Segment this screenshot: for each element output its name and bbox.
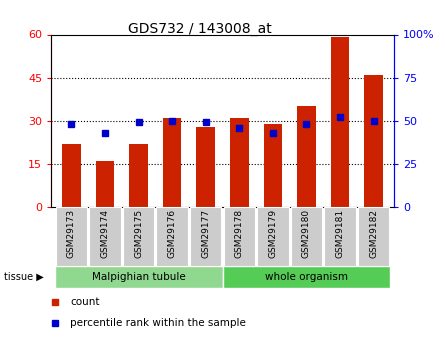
Text: GSM29180: GSM29180 <box>302 209 311 258</box>
Text: Malpighian tubule: Malpighian tubule <box>92 272 186 282</box>
Bar <box>364 75 383 207</box>
Text: GSM29178: GSM29178 <box>235 209 244 258</box>
Text: GSM29176: GSM29176 <box>168 209 177 258</box>
Bar <box>123 207 154 266</box>
Text: count: count <box>70 297 100 307</box>
Bar <box>163 118 182 207</box>
Bar <box>257 207 288 266</box>
Text: percentile rank within the sample: percentile rank within the sample <box>70 318 246 327</box>
Text: GSM29174: GSM29174 <box>101 209 109 258</box>
Text: GSM29173: GSM29173 <box>67 209 76 258</box>
Bar <box>331 37 349 207</box>
Bar <box>297 106 316 207</box>
Bar <box>157 207 188 266</box>
Text: GSM29181: GSM29181 <box>336 209 344 258</box>
Bar <box>291 207 322 266</box>
Bar <box>358 207 389 266</box>
Bar <box>56 207 87 266</box>
Text: GSM29179: GSM29179 <box>268 209 277 258</box>
Bar <box>230 118 249 207</box>
Bar <box>196 127 215 207</box>
Bar <box>263 124 282 207</box>
Bar <box>89 207 121 266</box>
Bar <box>129 144 148 207</box>
Bar <box>224 207 255 266</box>
Bar <box>55 266 222 288</box>
Text: GSM29177: GSM29177 <box>201 209 210 258</box>
Text: GSM29182: GSM29182 <box>369 209 378 258</box>
Text: whole organism: whole organism <box>265 272 348 282</box>
Bar <box>96 161 114 207</box>
Text: GDS732 / 143008_at: GDS732 / 143008_at <box>128 22 272 37</box>
Bar <box>222 266 390 288</box>
Bar <box>190 207 221 266</box>
Text: tissue ▶: tissue ▶ <box>4 272 44 282</box>
Text: GSM29175: GSM29175 <box>134 209 143 258</box>
Bar <box>324 207 356 266</box>
Bar <box>62 144 81 207</box>
